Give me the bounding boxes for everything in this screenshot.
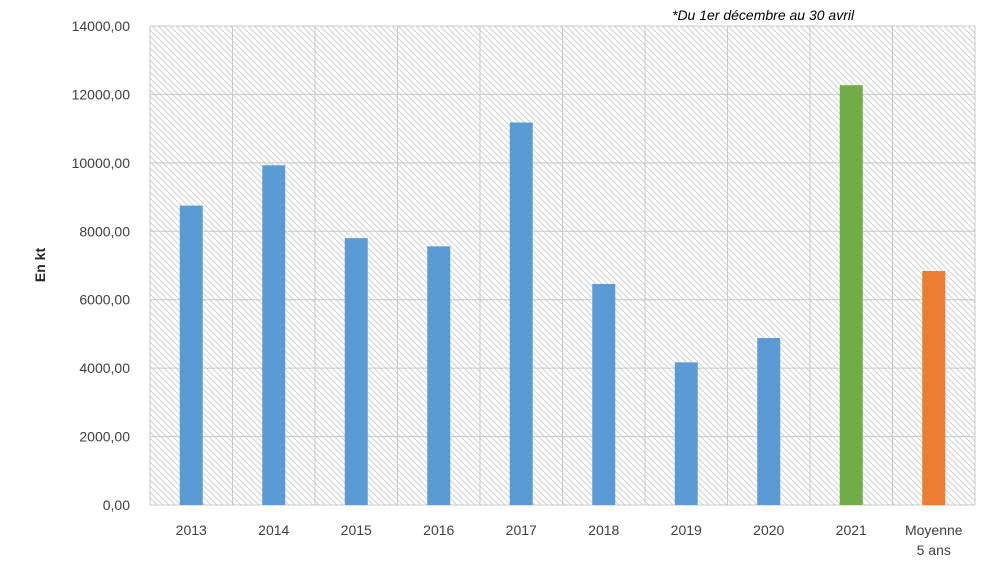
bars	[179, 85, 946, 506]
y-axis-label: En kt	[32, 248, 48, 283]
bar-2016	[427, 246, 451, 505]
bar-2018	[592, 283, 616, 505]
bar-moyenne-5-ans	[922, 270, 946, 505]
y-tick-label: 12000,00	[72, 86, 131, 102]
x-tick-label: 2019	[671, 522, 702, 538]
bar-2013	[179, 205, 203, 505]
y-tick-label: 6000,00	[79, 292, 130, 308]
x-tick-label: 2017	[506, 522, 537, 538]
x-tick-label: 2014	[258, 522, 289, 538]
y-tick-label: 10000,00	[72, 155, 131, 171]
x-tick-label: 2015	[341, 522, 372, 538]
y-tick-label: 0,00	[103, 497, 130, 513]
x-tick-label: Moyenne 5 ans	[905, 522, 963, 558]
x-tick-label: 2016	[423, 522, 454, 538]
y-tick-label: 8000,00	[79, 223, 130, 239]
y-tick-label: 4000,00	[79, 360, 130, 376]
bar-2020	[757, 338, 781, 505]
x-tick-label: 2018	[588, 522, 619, 538]
x-tick-label: 2020	[753, 522, 784, 538]
gridlines	[149, 25, 976, 506]
y-tick-label: 2000,00	[79, 429, 130, 445]
bar-2014	[262, 165, 286, 505]
period-annotation: *Du 1er décembre au 30 avril	[672, 7, 855, 23]
bar-2015	[344, 238, 368, 505]
y-tick-label: 14000,00	[72, 18, 131, 34]
y-axis: 0,00 2000,00 4000,00 6000,00 8000,00 10000,00…	[72, 18, 131, 513]
x-axis: 2013 2014 2015 2016 2017 2018 2019 2020 2021 Moye…	[176, 522, 963, 558]
x-tick-label: 2013	[176, 522, 207, 538]
bar-2019	[674, 362, 698, 505]
bar-2017	[509, 122, 533, 505]
bar-2021	[839, 85, 863, 506]
x-tick-label: 2021	[836, 522, 867, 538]
